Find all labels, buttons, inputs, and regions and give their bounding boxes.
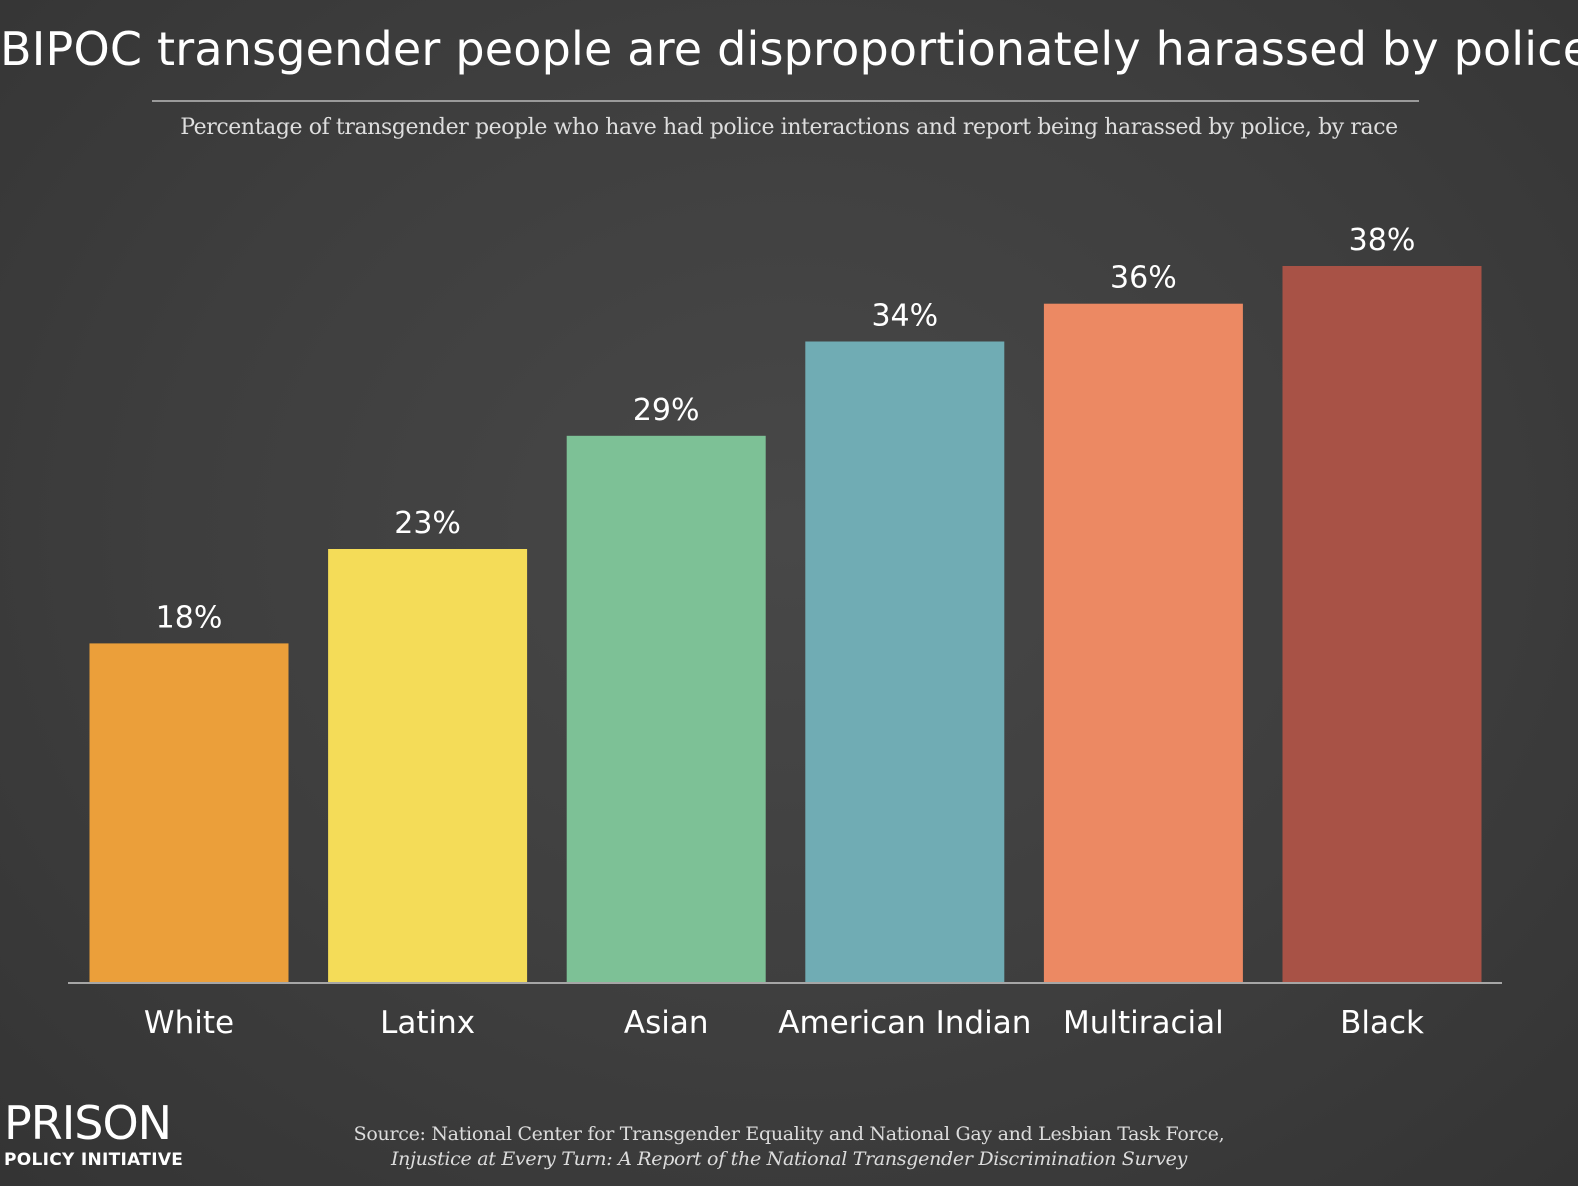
source-note: Source: National Center for Transgender … xyxy=(0,1122,1578,1172)
logo-wordmark-top: PRISON xyxy=(4,1096,172,1150)
title-divider xyxy=(152,100,1419,102)
bar-multiracial xyxy=(1043,303,1243,983)
value-label-latinx: 23% xyxy=(394,506,461,541)
source-line-1: Source: National Center for Transgender … xyxy=(353,1123,1225,1145)
category-label-multiracial: Multiracial xyxy=(1063,1005,1224,1041)
bar-white xyxy=(89,643,289,983)
bar-american-indian xyxy=(805,341,1005,983)
value-label-white: 18% xyxy=(156,600,223,635)
category-label-asian: Asian xyxy=(624,1005,709,1041)
value-label-american-indian: 34% xyxy=(871,299,938,334)
value-label-asian: 29% xyxy=(633,393,700,428)
bars-group xyxy=(89,266,1482,983)
chart-title: BIPOC transgender people are disproporti… xyxy=(0,22,1578,76)
bar-asian xyxy=(566,435,766,983)
value-label-black: 38% xyxy=(1349,223,1416,258)
prison-policy-initiative-logo: PRISON POLICY INITIATIVE xyxy=(4,1098,204,1176)
logo-wordmark-bottom: POLICY INITIATIVE xyxy=(4,1150,184,1170)
category-labels-group: White Latinx Asian American Indian Multiraci… xyxy=(144,1005,1424,1041)
category-label-black: Black xyxy=(1340,1005,1424,1041)
bar-latinx xyxy=(328,549,528,983)
value-labels-group: 18% 23% 29% 34% 36% 38% xyxy=(156,223,1416,635)
category-label-latinx: Latinx xyxy=(380,1005,475,1041)
value-label-multiracial: 36% xyxy=(1110,261,1177,296)
category-label-american-indian: American Indian xyxy=(778,1005,1031,1041)
source-line-2: Injustice at Every Turn: A Report of the… xyxy=(390,1148,1188,1170)
category-label-white: White xyxy=(144,1005,234,1041)
bar-chart: 18% 23% 29% 34% 36% 38% White Latinx Asian Ameri… xyxy=(68,223,1502,1041)
bar-black xyxy=(1282,266,1482,983)
chart-subtitle: Percentage of transgender people who hav… xyxy=(180,115,1398,140)
